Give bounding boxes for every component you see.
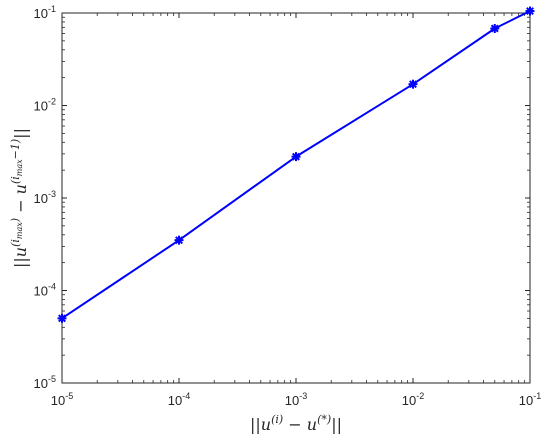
x-axis-label-middle: − u — [283, 415, 317, 434]
x-tick-label: 10-3 — [285, 391, 307, 408]
y-axis-label-sup-end: ) — [9, 218, 22, 223]
y-tick-label: 10-5 — [34, 374, 56, 391]
y-axis-label-sup2-end: −1) — [9, 139, 22, 160]
y-tick-label: 10-3 — [34, 189, 56, 206]
x-axis-label-sup: (i) — [271, 413, 283, 426]
y-axis-label: ||u(imax) − u(imax−1)|| — [9, 128, 30, 268]
y-tick-label: 10-2 — [34, 97, 56, 114]
y-tick-labels: 10-5 10-4 10-3 10-2 10-1 — [34, 4, 56, 391]
x-axis-label-prefix: ||u — [250, 415, 271, 434]
x-axis-label: ||u(i) − u(*)|| — [250, 413, 342, 434]
data-point-marker — [490, 23, 500, 33]
plot-frame — [61, 12, 531, 384]
x-axis-label-suffix: || — [331, 415, 342, 434]
y-axis-label-sup2-sub: max — [15, 159, 24, 176]
x-tick-label: 10-5 — [51, 391, 73, 408]
y-tick-label: 10-1 — [34, 4, 56, 21]
x-tick-labels: 10-5 10-4 10-3 10-2 10-1 — [51, 391, 541, 408]
series-line — [61, 10, 531, 320]
x-tick-label: 10-2 — [402, 391, 424, 408]
x-tick-label: 10-1 — [519, 391, 541, 408]
data-point-marker — [174, 235, 184, 245]
y-axis-label-sup2-main: (i — [9, 176, 22, 184]
y-axis-label-suffix: || — [11, 128, 30, 139]
series-layer — [57, 6, 535, 323]
data-point-marker — [57, 313, 67, 323]
x-axis-label-sup2: (*) — [317, 413, 331, 426]
plot-area — [62, 13, 530, 383]
data-point-marker — [291, 152, 301, 162]
data-point-marker — [525, 6, 535, 16]
y-axis-label-prefix: ||u — [11, 247, 30, 268]
y-axis-label-middle: − u — [11, 184, 30, 218]
x-tick-label: 10-4 — [168, 391, 190, 408]
y-axis-label-sup-main: (i — [9, 239, 22, 247]
y-tick-label: 10-4 — [34, 282, 56, 299]
data-point-marker — [408, 79, 418, 89]
y-axis-label-sup-sub: max — [15, 222, 24, 239]
